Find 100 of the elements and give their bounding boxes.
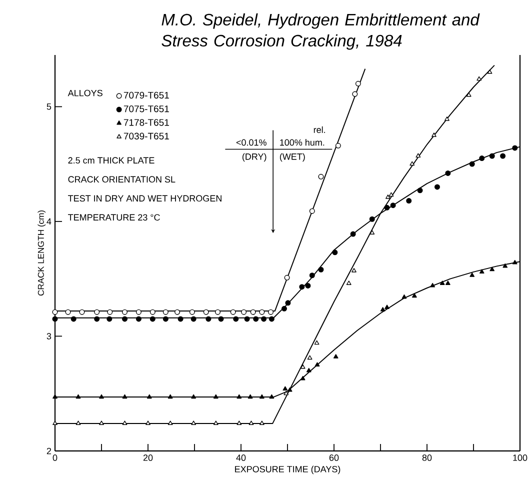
point <box>70 316 76 322</box>
point <box>244 316 250 322</box>
point <box>512 260 518 264</box>
point <box>253 316 259 322</box>
annotation: 2.5 cm THICK PLATE <box>68 157 154 164</box>
point <box>206 316 212 322</box>
point <box>259 309 265 315</box>
point <box>218 316 224 322</box>
point <box>213 394 218 399</box>
point <box>309 272 315 278</box>
point <box>430 282 436 288</box>
point <box>248 394 253 399</box>
point <box>417 188 423 194</box>
point <box>260 420 264 425</box>
point <box>444 116 450 121</box>
x-tick-label: 40 <box>236 454 246 461</box>
point <box>146 394 152 399</box>
point <box>285 300 291 306</box>
point <box>122 316 128 322</box>
point <box>230 309 236 315</box>
point <box>65 309 71 315</box>
point <box>318 174 324 180</box>
legend-label: 7039-T651 <box>124 132 169 140</box>
point <box>76 394 81 399</box>
y-tick-label: 5 <box>46 104 52 110</box>
point <box>412 293 417 298</box>
point <box>300 376 306 380</box>
y-tick-label: 2 <box>46 448 52 454</box>
point <box>215 309 221 315</box>
point <box>390 202 396 208</box>
x-tick-label: 80 <box>422 454 432 461</box>
legend-label: 7075-T651 <box>124 105 169 112</box>
point <box>99 394 104 399</box>
point <box>384 204 390 210</box>
point <box>162 316 168 322</box>
point <box>370 230 375 234</box>
point <box>79 309 85 315</box>
point <box>307 355 312 360</box>
point <box>168 420 173 425</box>
annotation: CRACK ORIENTATION SL <box>68 176 176 183</box>
point <box>299 284 305 290</box>
point <box>386 194 390 199</box>
point <box>406 198 412 204</box>
point <box>445 170 451 176</box>
legend-title: ALLOYS <box>68 90 102 96</box>
point <box>350 231 356 237</box>
point <box>162 309 168 315</box>
point <box>402 294 407 299</box>
point <box>236 394 242 399</box>
point <box>479 156 485 162</box>
point <box>469 161 475 167</box>
point <box>314 362 320 366</box>
point <box>446 280 450 285</box>
point <box>335 142 341 148</box>
point <box>174 309 180 315</box>
point <box>432 132 436 137</box>
point <box>191 420 196 425</box>
point <box>122 394 128 399</box>
point <box>380 307 386 312</box>
point <box>250 309 256 315</box>
point <box>261 316 267 322</box>
point <box>52 316 58 322</box>
point <box>332 250 338 256</box>
point <box>434 184 440 190</box>
point <box>352 268 356 272</box>
point <box>178 316 184 322</box>
annotation: 100% hum. <box>280 139 324 146</box>
point <box>284 274 290 280</box>
point <box>150 309 156 315</box>
point <box>107 309 113 315</box>
point <box>318 266 324 272</box>
point <box>309 208 315 214</box>
point <box>241 309 247 315</box>
point <box>150 316 156 322</box>
x-tick-label: 20 <box>143 454 153 461</box>
point <box>136 309 142 315</box>
point <box>306 368 312 372</box>
point <box>94 309 100 315</box>
annotation: TEST IN DRY AND WET HYDROGEN <box>68 195 222 202</box>
annotation: (DRY) <box>242 153 266 162</box>
point <box>355 80 361 86</box>
y-tick-label: 3 <box>46 333 52 340</box>
x-tick-label: 0 <box>52 454 58 461</box>
point <box>346 280 352 285</box>
y-axis-title: CRACK LENGTH (cm) <box>38 210 46 296</box>
point <box>440 280 445 285</box>
point <box>146 420 150 425</box>
annotation: TEMPERATURE 23 °C <box>68 214 160 221</box>
point <box>203 309 209 315</box>
point <box>512 145 518 151</box>
point <box>489 153 495 159</box>
point <box>236 420 242 425</box>
point <box>479 269 484 274</box>
point <box>52 309 58 315</box>
x-axis-title: EXPOSURE TIME (DAYS) <box>235 466 340 474</box>
point <box>99 420 104 425</box>
point <box>388 192 394 197</box>
point <box>466 92 472 97</box>
point <box>52 394 58 399</box>
point <box>314 340 320 345</box>
